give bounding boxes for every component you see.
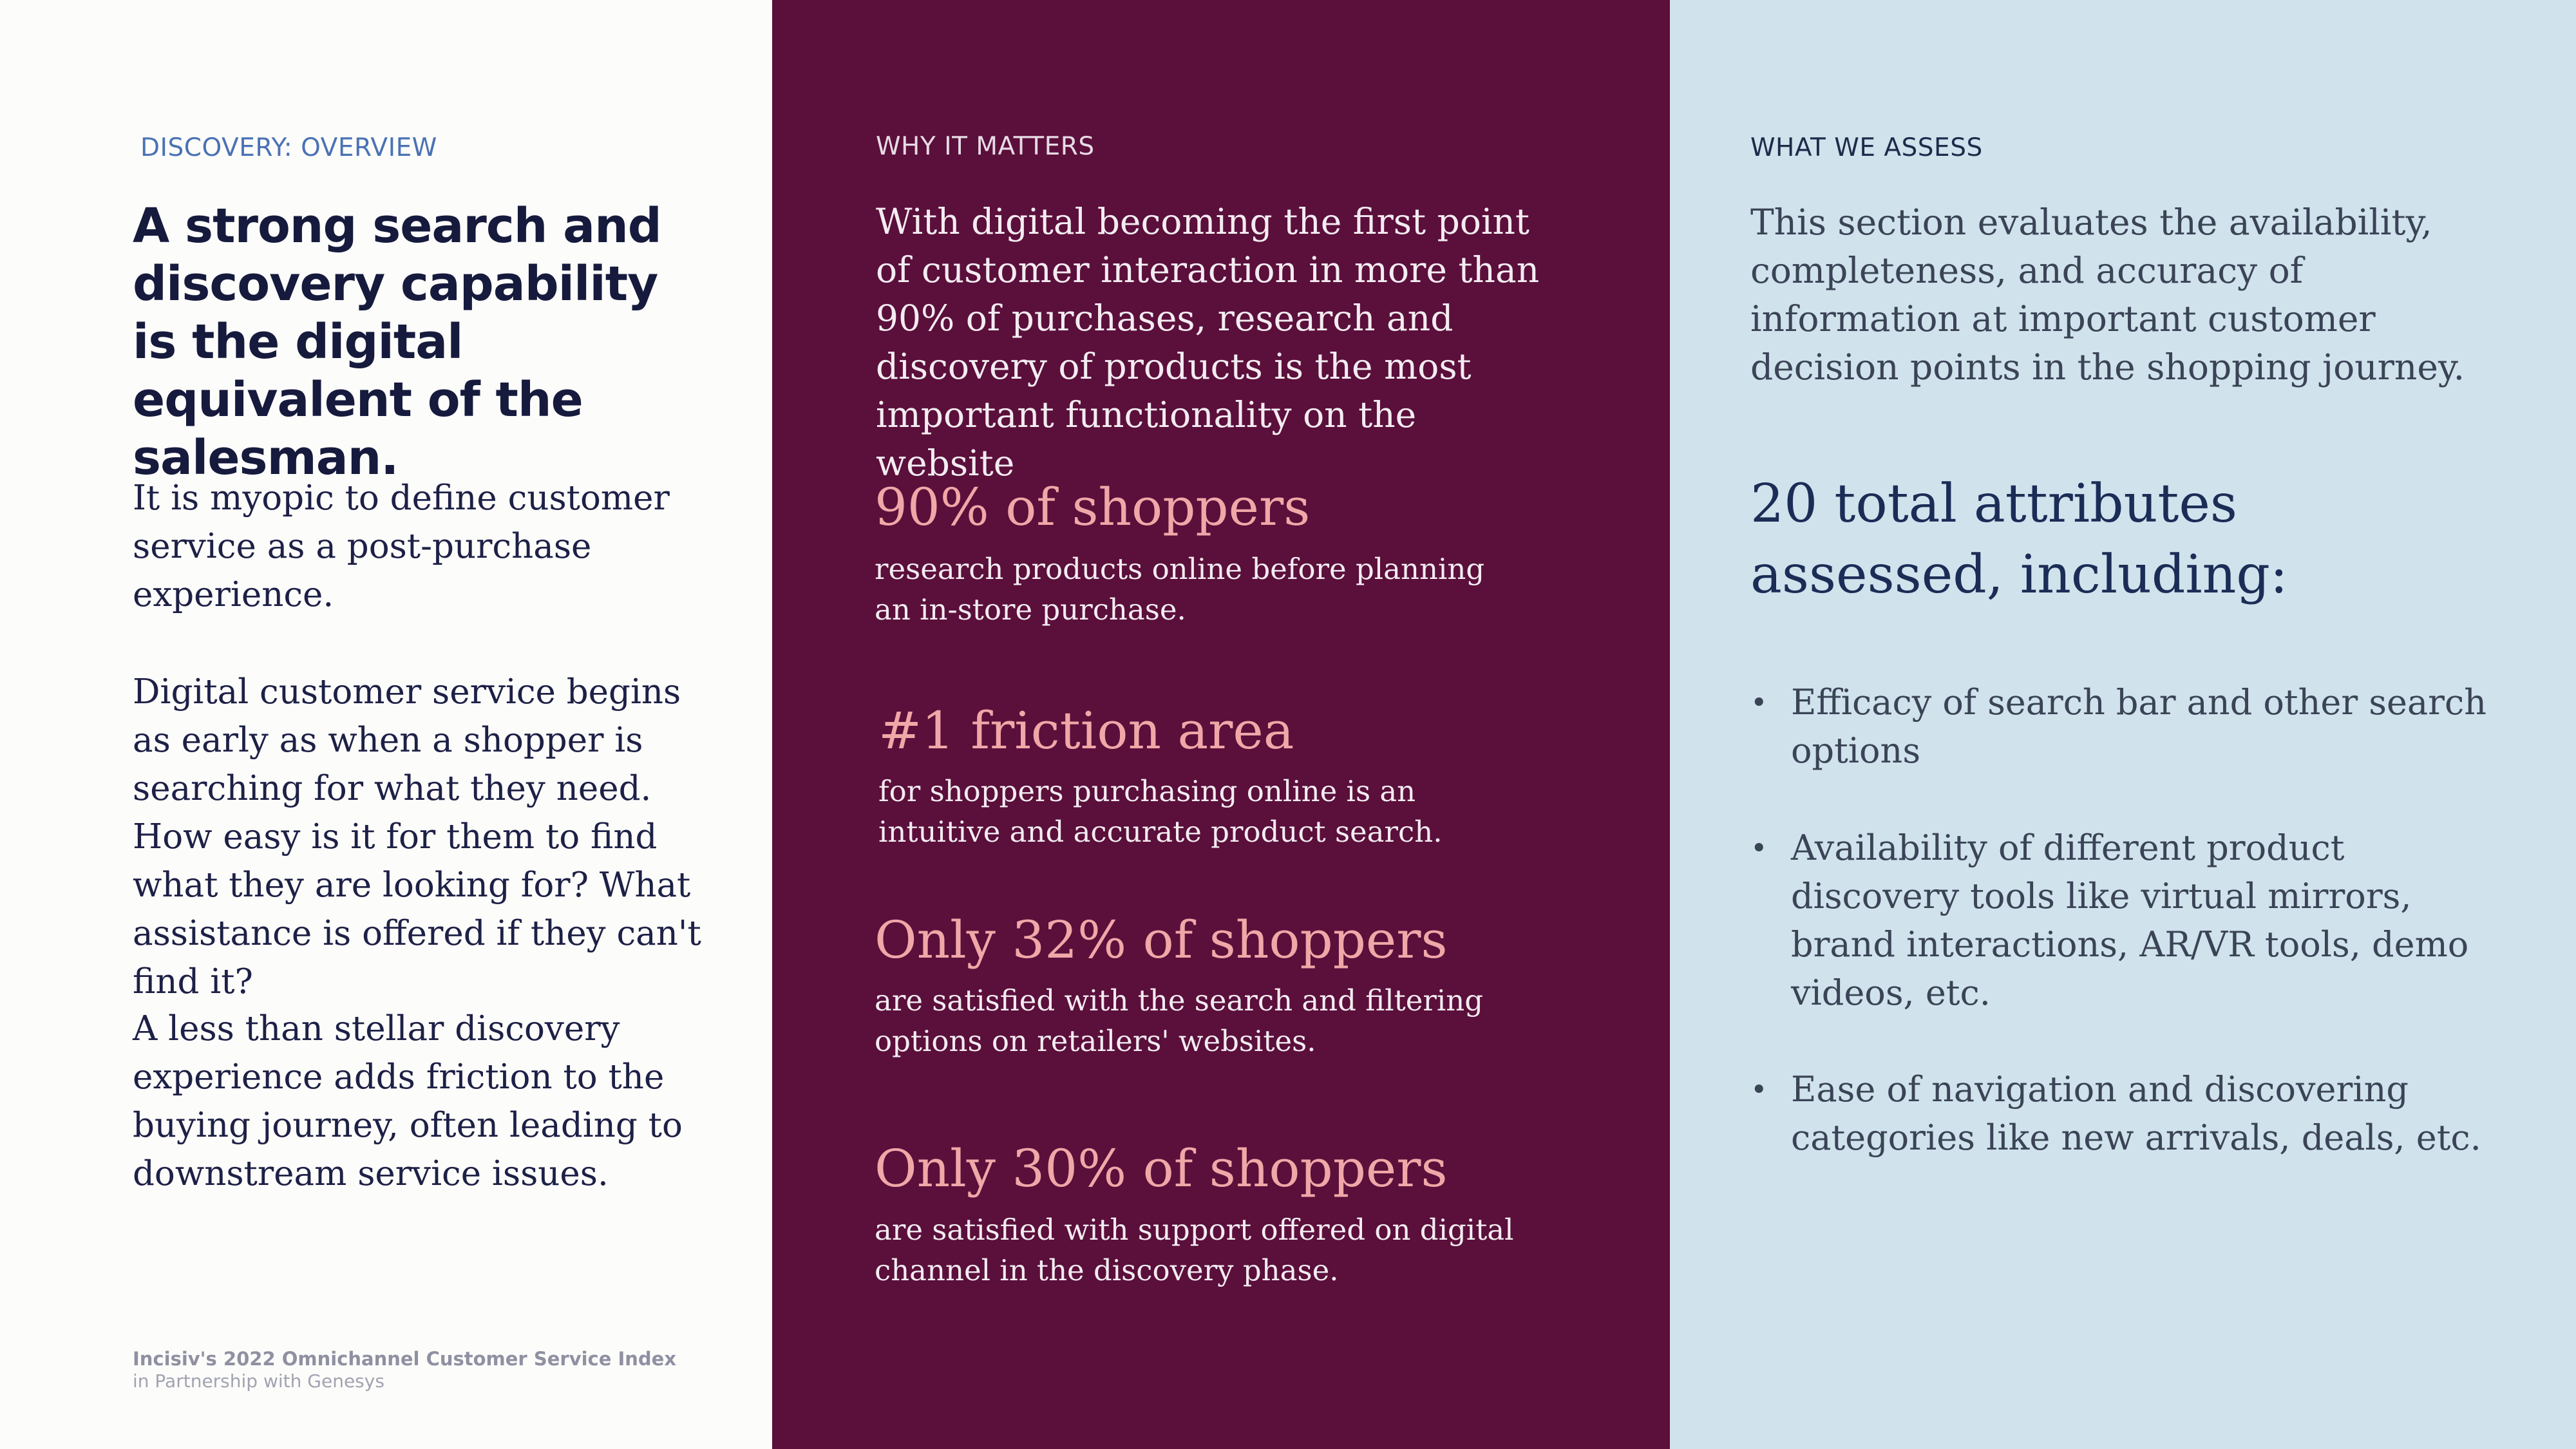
- what-we-assess-intro: This section evaluates the availability,…: [1750, 202, 2465, 388]
- what-we-assess-column: [1670, 0, 2576, 1449]
- stat-description: for shoppers purchasing online is an int…: [878, 774, 1443, 849]
- bullet-icon: •: [1750, 685, 1768, 719]
- why-it-matters-eyebrow: WHY IT MATTERS: [876, 132, 1095, 161]
- stat-description: research products online before planning…: [875, 552, 1485, 627]
- stat-headline: Only 30% of shoppers: [875, 1139, 1448, 1198]
- what-we-assess-eyebrow: WHAT WE ASSESS: [1750, 133, 1983, 162]
- footer-report-title: Incisiv's 2022 Omnichannel Customer Serv…: [133, 1348, 677, 1370]
- overview-paragraph-3: A less than stellar discovery experience…: [133, 1009, 683, 1193]
- list-item-text: Efficacy of search bar and other search …: [1791, 682, 2486, 771]
- footer-partner-line: in Partnership with Genesys: [133, 1370, 384, 1392]
- overview-paragraph-2: Digital customer service begins as early…: [133, 672, 701, 1001]
- stat-description: are satisfied with the search and filter…: [875, 983, 1484, 1058]
- stat-description: are satisfied with support offered on di…: [875, 1213, 1514, 1287]
- why-it-matters-intro: With digital becoming the first point of…: [876, 201, 1540, 484]
- stat-headline: Only 32% of shoppers: [875, 910, 1448, 970]
- bullet-icon: •: [1750, 831, 1768, 865]
- why-it-matters-column: [772, 0, 1670, 1449]
- list-item-text: Availability of different product discov…: [1791, 828, 2469, 1013]
- overview-paragraph-1: It is myopic to define customer service …: [133, 478, 670, 614]
- section-eyebrow: DISCOVERY: OVERVIEW: [140, 133, 437, 162]
- stat-headline: 90% of shoppers: [875, 477, 1311, 537]
- list-item-text: Ease of navigation and discovering categ…: [1791, 1069, 2481, 1158]
- attributes-heading: 20 total attributes assessed, including:: [1750, 473, 2288, 605]
- page-headline: A strong search and discovery capability…: [133, 198, 662, 486]
- bullet-icon: •: [1750, 1072, 1768, 1106]
- stat-headline: #1 friction area: [878, 701, 1294, 761]
- overview-column: DISCOVERY: OVERVIEW A strong search and …: [0, 0, 772, 1449]
